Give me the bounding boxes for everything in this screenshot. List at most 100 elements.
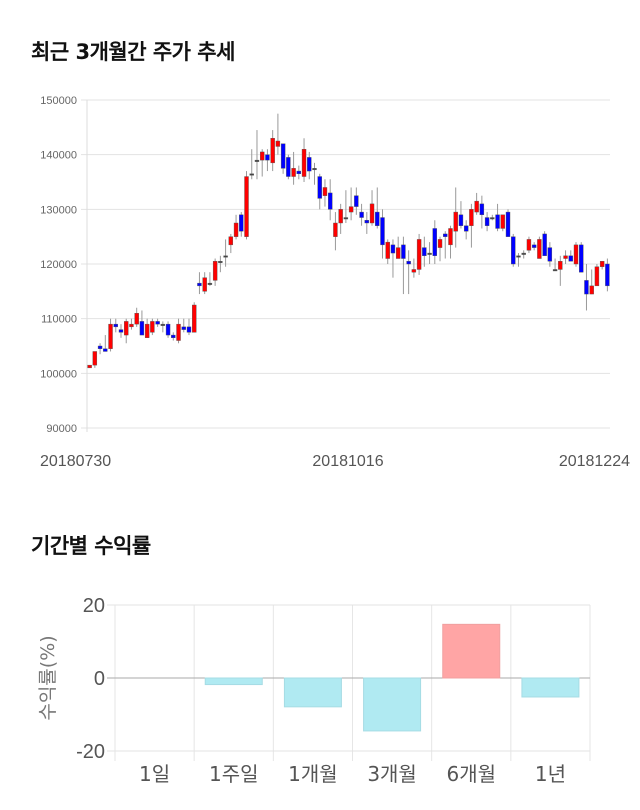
candle-body: [511, 236, 516, 265]
candle-body: [108, 323, 113, 349]
candle-body: [437, 239, 443, 248]
candle-body: [244, 176, 249, 237]
period-return-title: 기간별 수익률: [31, 534, 151, 558]
candle-body: [181, 326, 186, 330]
candle-body: [474, 200, 479, 213]
candle-body: [228, 236, 234, 246]
candle-body: [552, 269, 558, 272]
y-axis-label: 수익률(%): [37, 635, 59, 720]
candle-body: [416, 239, 422, 270]
candle-body: [176, 323, 181, 341]
candle-body: [197, 282, 202, 287]
candle-body: [537, 239, 542, 259]
candle-body: [359, 211, 364, 218]
candle-body: [322, 187, 328, 196]
x-tick-label: 6개월: [446, 762, 496, 786]
candle-body: [584, 280, 589, 295]
candle-body: [118, 329, 124, 333]
candle-body: [427, 252, 432, 255]
candle-body: [328, 192, 333, 210]
candle-body: [380, 217, 385, 246]
candle-body: [113, 323, 118, 328]
candle-body: [479, 203, 485, 216]
y-tick-label: 110000: [41, 314, 77, 326]
candle-body: [422, 247, 427, 257]
candle-body: [401, 244, 406, 259]
candle-body: [265, 154, 270, 161]
candle-body: [249, 173, 254, 176]
candle-body: [87, 364, 92, 369]
candle-body: [547, 247, 553, 262]
x-tick-label: 20181016: [312, 453, 383, 470]
candle-body: [192, 304, 197, 333]
candle-body: [160, 323, 166, 326]
candle-body: [307, 157, 312, 172]
candle-body: [212, 261, 218, 281]
candle-body: [490, 217, 495, 220]
candle-body: [375, 211, 380, 226]
candle-body: [599, 261, 605, 267]
y-tick-label: -20: [76, 741, 105, 763]
candle-body: [463, 225, 469, 232]
candle-body: [301, 148, 307, 177]
candle-body: [139, 321, 145, 336]
candle-body: [568, 255, 573, 262]
x-tick-label: 1일: [139, 762, 170, 786]
candle-body: [233, 222, 239, 237]
return-bar: [442, 623, 501, 679]
x-tick-label: 3개월: [367, 762, 417, 786]
candle-body: [291, 168, 296, 177]
candle-body: [432, 228, 437, 256]
candle-body: [385, 241, 390, 259]
candle-body: [526, 239, 532, 251]
candle-body: [521, 252, 526, 255]
y-tick-label: 150000: [40, 95, 77, 107]
candle-body: [343, 217, 349, 220]
candle-body: [542, 233, 547, 257]
candle-body: [448, 228, 453, 246]
candle-body: [406, 261, 411, 265]
return-bar: [521, 677, 580, 698]
candle-body: [369, 203, 375, 224]
y-tick-label: 90000: [46, 423, 77, 435]
candle-body: [579, 244, 584, 273]
candle-body: [395, 247, 401, 259]
y-tick-label: 0: [94, 668, 105, 690]
candle-body: [124, 321, 129, 336]
candle-body: [469, 209, 474, 226]
candle-body: [589, 285, 594, 295]
return-bar: [283, 677, 342, 708]
return-bar: [204, 677, 263, 686]
candle-body: [171, 334, 176, 339]
candle-body: [594, 266, 600, 287]
candle-body: [354, 195, 359, 207]
candle-body: [348, 206, 354, 213]
candle-body: [563, 255, 568, 259]
candle-body: [134, 313, 139, 325]
candle-body: [531, 244, 537, 248]
candle-body: [239, 214, 244, 232]
candle-body: [286, 157, 291, 177]
candle-body: [338, 209, 343, 224]
candle-body: [207, 282, 213, 285]
candle-body: [317, 176, 322, 199]
y-tick-label: 120000: [40, 259, 77, 271]
candle-body: [275, 140, 281, 147]
y-tick-label: 130000: [40, 204, 77, 216]
candle-body: [605, 263, 610, 287]
candle-body: [270, 138, 275, 164]
x-tick-label: 20180730: [40, 453, 111, 470]
candle-body: [505, 211, 511, 237]
candle-body: [484, 217, 490, 226]
candle-body: [458, 214, 464, 226]
price-trend-title: 최근 3개월간 주가 추세: [31, 40, 235, 64]
candle-body: [150, 321, 155, 333]
y-tick-label: 140000: [40, 150, 77, 162]
candle-body: [333, 222, 338, 237]
candle-body: [202, 277, 207, 292]
candle-body: [97, 345, 103, 349]
y-tick-label: 100000: [40, 368, 77, 380]
candle-body: [103, 348, 108, 352]
x-tick-label: 1개월: [288, 762, 338, 786]
